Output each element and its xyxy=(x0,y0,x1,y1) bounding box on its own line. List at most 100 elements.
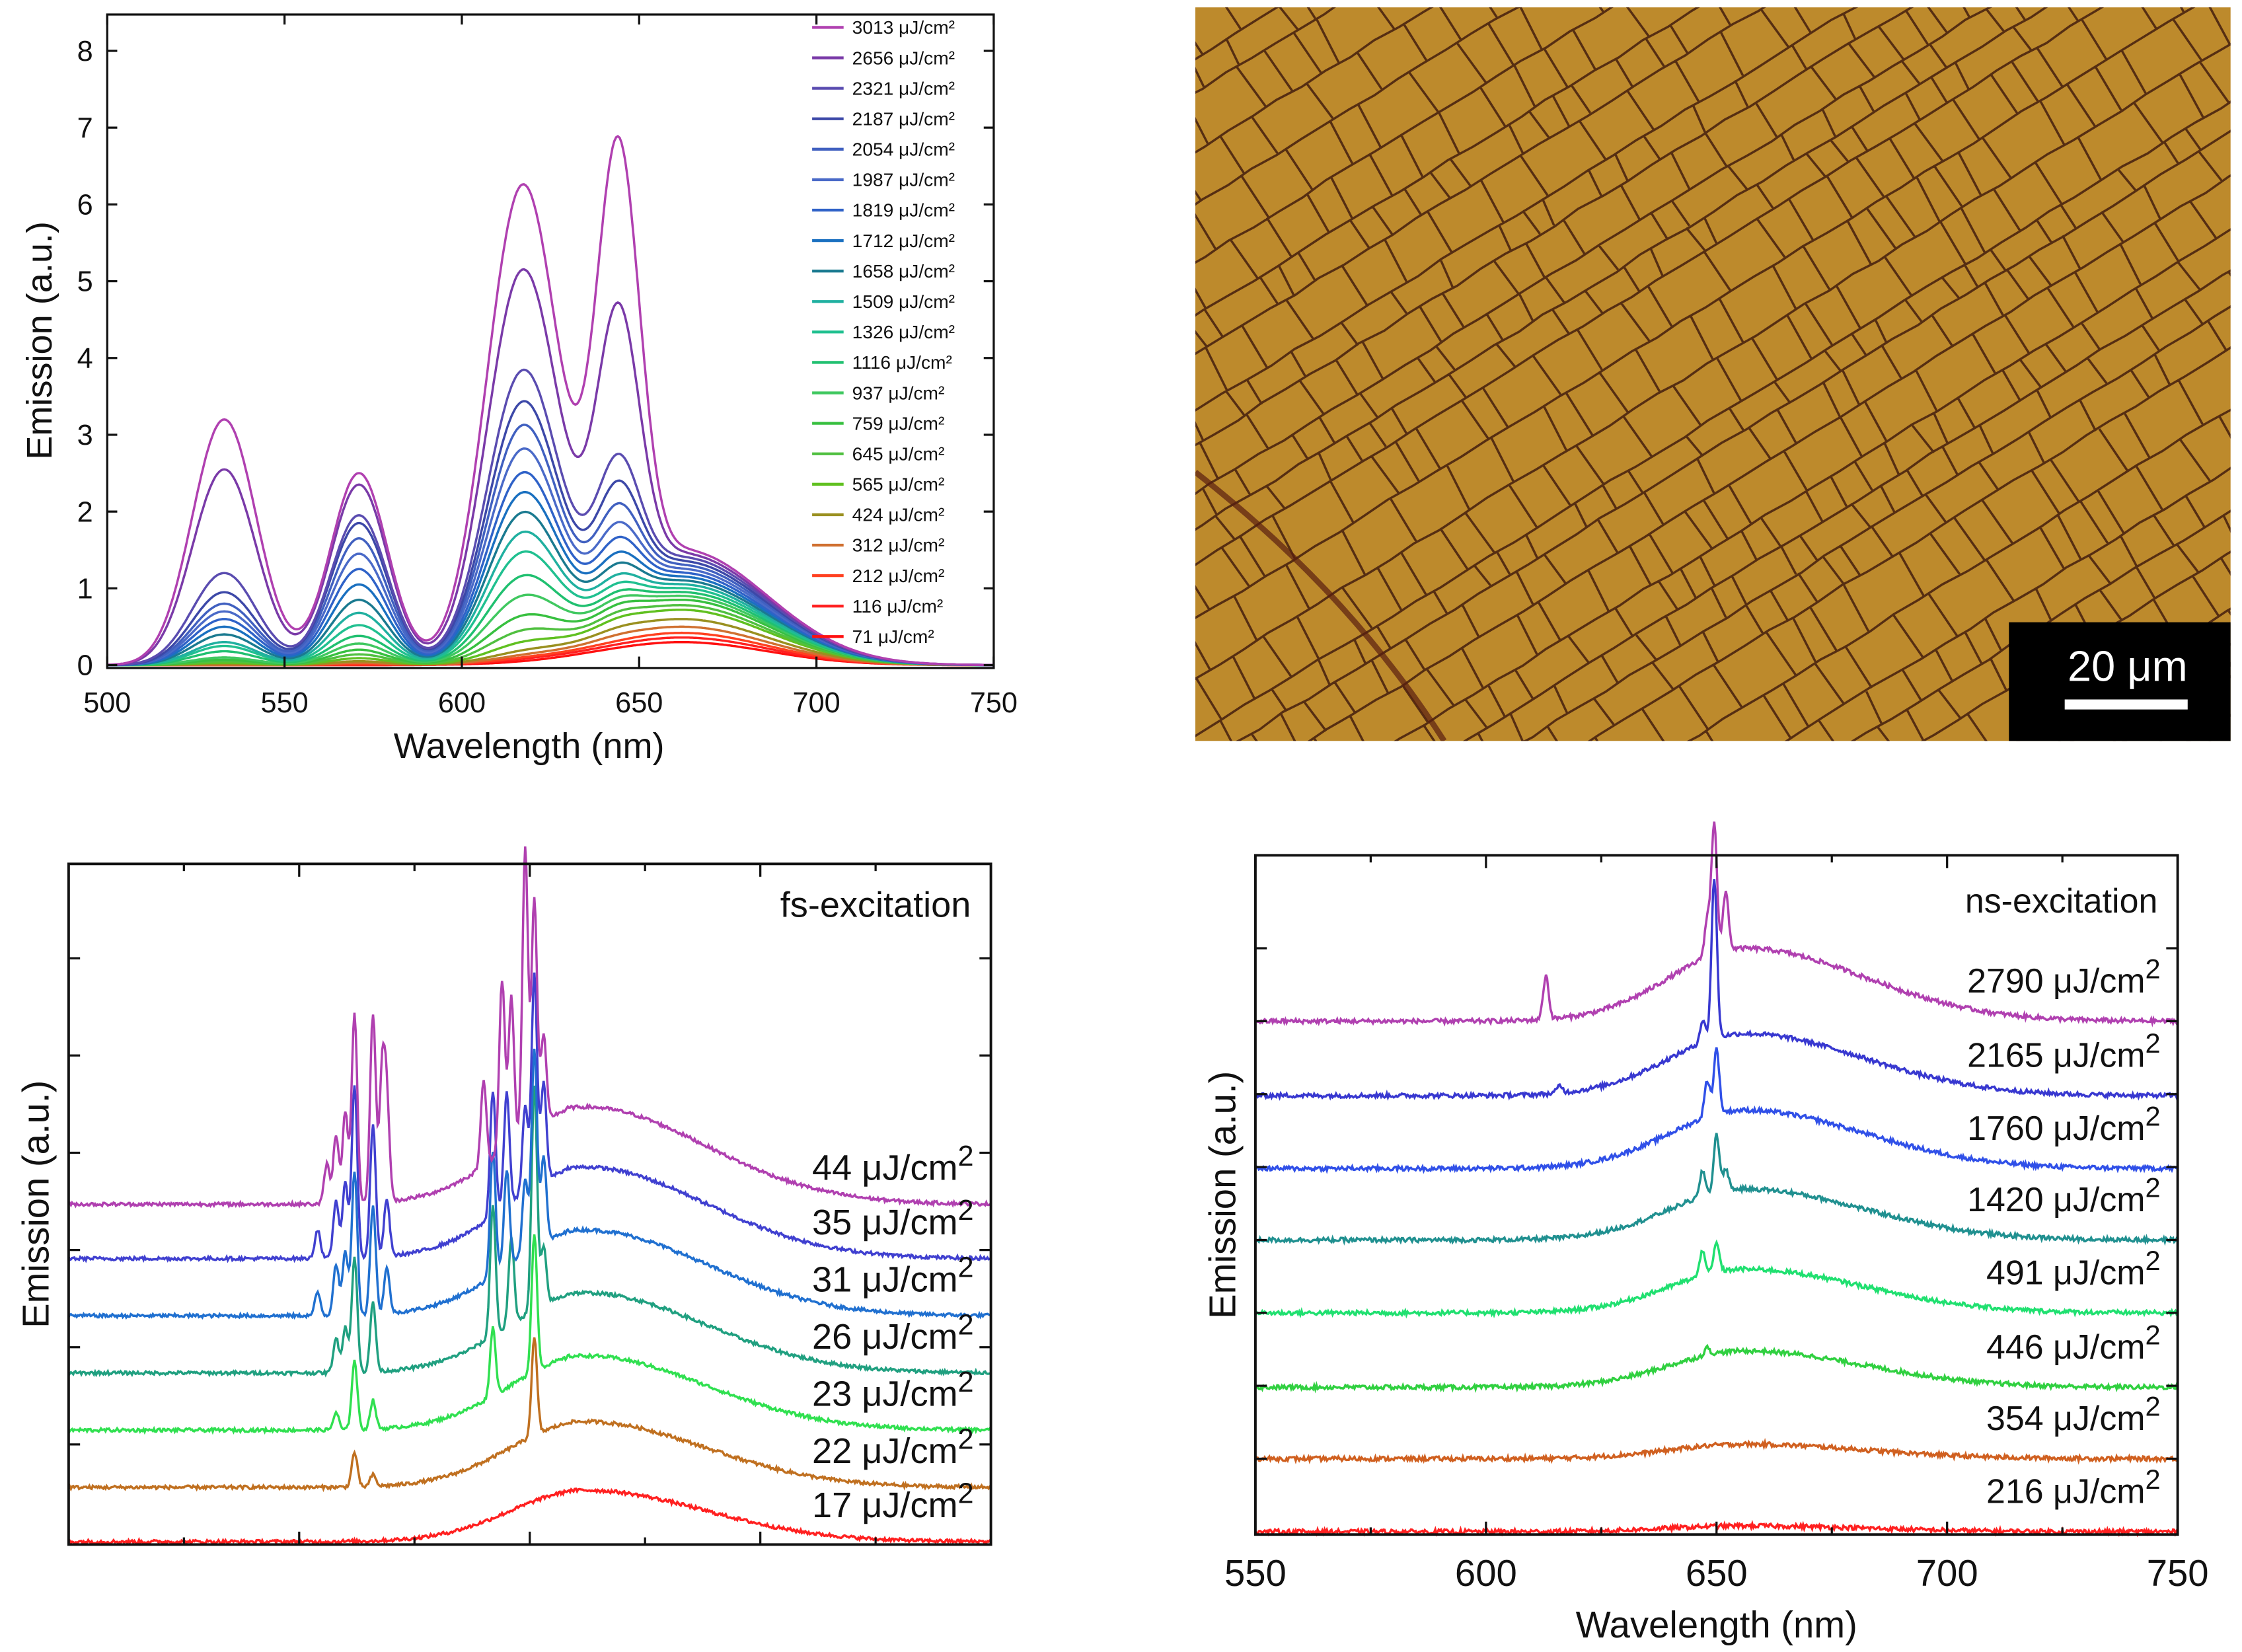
series-line xyxy=(68,846,992,1209)
series-label-superscript: 2 xyxy=(958,1423,974,1455)
y-tick-label: 8 xyxy=(77,36,93,67)
legend-label: 424 μJ/cm² xyxy=(852,505,945,525)
series-line xyxy=(1255,1133,2179,1246)
large-crack xyxy=(1195,470,1447,741)
scale-bar xyxy=(2064,699,2188,710)
y-axis-label: Emission (a.u.) xyxy=(15,1080,57,1328)
series-label-text: 1420 μJ/cm xyxy=(1967,1181,2145,1219)
x-tick-label: 550 xyxy=(261,687,309,719)
series-line xyxy=(1254,1047,2179,1174)
x-axis-label: Wavelength (nm) xyxy=(394,726,665,766)
x-tick-label: 700 xyxy=(792,687,840,719)
y-tick-label: 7 xyxy=(77,112,93,144)
series-line xyxy=(67,1337,992,1493)
crack-network xyxy=(1195,7,2231,741)
legend-label: 312 μJ/cm² xyxy=(852,535,945,556)
series-label-text: 17 μJ/cm xyxy=(812,1485,958,1525)
series-label: 35 μJ/cm2 xyxy=(812,1195,974,1242)
legend-label: 2187 μJ/cm² xyxy=(852,108,955,129)
series-label: 354 μJ/cm2 xyxy=(1986,1391,2161,1439)
y-tick-label: 2 xyxy=(77,496,93,528)
y-axis-label: Emission (a.u.) xyxy=(20,221,59,460)
series-label: 1420 μJ/cm2 xyxy=(1967,1172,2161,1220)
series-label-text: 44 μJ/cm xyxy=(812,1148,958,1188)
series-label: 44 μJ/cm2 xyxy=(812,1141,974,1188)
series-label-superscript: 2 xyxy=(958,1141,974,1172)
series-line xyxy=(67,972,992,1263)
series-label-text: 1760 μJ/cm xyxy=(1967,1109,2145,1148)
series-line xyxy=(1254,1437,2179,1465)
series-label-superscript: 2 xyxy=(958,1252,974,1284)
series-label-superscript: 2 xyxy=(2146,1245,2161,1276)
series-label-text: 23 μJ/cm xyxy=(812,1374,958,1413)
micrograph-background xyxy=(1195,7,2231,741)
y-tick-label: 6 xyxy=(77,189,93,221)
series-label: 2165 μJ/cm2 xyxy=(1967,1028,2161,1075)
legend-label: 212 μJ/cm² xyxy=(852,566,945,586)
legend-label: 1658 μJ/cm² xyxy=(852,261,955,282)
x-tick-label: 650 xyxy=(1686,1552,1748,1594)
series-line xyxy=(107,134,994,667)
series-label-superscript: 2 xyxy=(2146,1100,2161,1131)
legend-label: 1987 μJ/cm² xyxy=(852,170,955,190)
series-label: 31 μJ/cm2 xyxy=(812,1252,974,1300)
series-label-text: 491 μJ/cm xyxy=(1986,1254,2146,1293)
series-label-superscript: 2 xyxy=(958,1367,974,1398)
legend-label: 1712 μJ/cm² xyxy=(852,231,955,251)
series-label: 446 μJ/cm2 xyxy=(1986,1319,2161,1367)
scale-bar-label: 20 μm xyxy=(2068,642,2188,690)
series-label-superscript: 2 xyxy=(958,1309,974,1341)
series-label: 23 μJ/cm2 xyxy=(812,1367,974,1414)
series-label-text: 22 μJ/cm xyxy=(812,1431,958,1471)
y-axis-label: Emission (a.u.) xyxy=(1202,1071,1244,1319)
series-label: 22 μJ/cm2 xyxy=(812,1423,974,1471)
series-label-text: 35 μJ/cm xyxy=(812,1203,958,1242)
x-axis-label: Wavelength (nm) xyxy=(1576,1604,1857,1645)
legend-label: 565 μJ/cm² xyxy=(852,474,945,495)
y-tick-label: 1 xyxy=(77,574,93,605)
series-line xyxy=(1254,1239,2179,1319)
series-line xyxy=(67,1234,992,1435)
legend-label: 937 μJ/cm² xyxy=(852,383,945,403)
series-label-superscript: 2 xyxy=(2146,953,2161,984)
x-tick-label: 600 xyxy=(1455,1552,1517,1594)
legend-label: 1819 μJ/cm² xyxy=(852,200,955,221)
legend-label: 2656 μJ/cm² xyxy=(852,48,955,68)
series-line xyxy=(67,1085,992,1378)
legend-label: 116 μJ/cm² xyxy=(852,596,944,617)
legend-label: 759 μJ/cm² xyxy=(852,413,945,433)
y-tick-label: 3 xyxy=(77,420,93,451)
panel-top-left-chart: 0 1 2 3 4 5 6 7 8 500 550 600 650 700 750 Wavelength (n… xyxy=(20,13,1018,766)
scale-bar-box xyxy=(2009,622,2231,741)
legend-label: 1116 μJ/cm² xyxy=(852,352,952,373)
panel-micrograph: 20 μm xyxy=(1195,7,2231,741)
series-label-superscript: 2 xyxy=(2146,1391,2161,1422)
legend: 3013 μJ/cm² 2656 μJ/cm² 2321 μJ/cm² 2187 μJ… xyxy=(812,17,955,647)
series-label-superscript: 2 xyxy=(2146,1464,2161,1495)
x-tick-label: 700 xyxy=(1916,1552,1978,1594)
legend-label: 645 μJ/cm² xyxy=(852,443,945,464)
x-tick-label: 500 xyxy=(83,687,131,719)
legend-label: 2321 μJ/cm² xyxy=(852,78,955,98)
y-tick-label: 4 xyxy=(77,343,93,375)
legend-label: 3013 μJ/cm² xyxy=(852,17,955,38)
plot-frame xyxy=(106,13,995,669)
x-tick-label: 750 xyxy=(970,687,1018,719)
series-label-text: 31 μJ/cm xyxy=(812,1259,958,1299)
series-line xyxy=(67,1049,992,1320)
series-line xyxy=(67,1487,992,1546)
series-label-superscript: 2 xyxy=(958,1478,974,1510)
legend-label: 1326 μJ/cm² xyxy=(852,322,955,342)
series-line xyxy=(1254,879,2179,1102)
x-tick-label: 750 xyxy=(2147,1552,2209,1594)
series-label-superscript: 2 xyxy=(2146,1319,2161,1350)
legend-label: 2054 μJ/cm² xyxy=(852,139,955,160)
series-label-superscript: 2 xyxy=(958,1195,974,1226)
series-line xyxy=(1254,1343,2179,1394)
series-label: 26 μJ/cm2 xyxy=(812,1309,974,1357)
series-label: 2790 μJ/cm2 xyxy=(1967,953,2161,1000)
chart-title: ns-excitation xyxy=(1965,882,2157,920)
